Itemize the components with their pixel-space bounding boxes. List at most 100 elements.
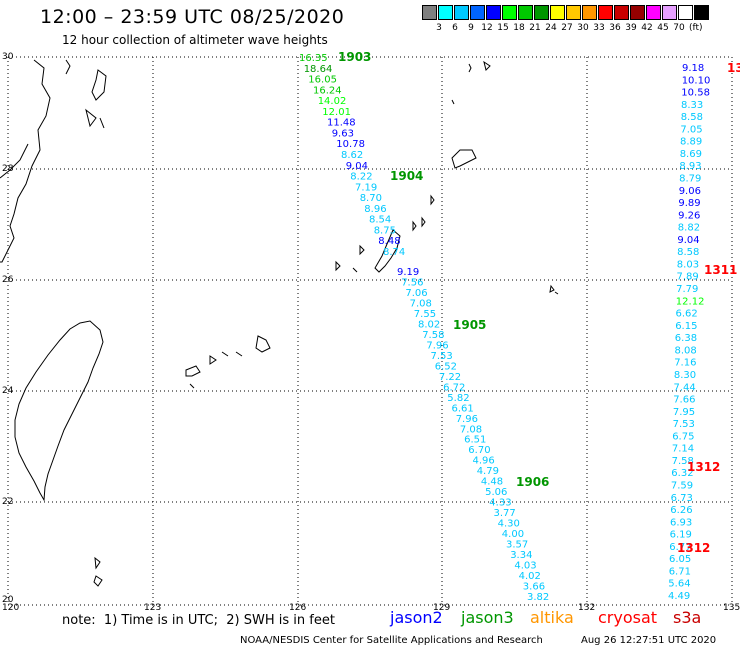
wave-height-value: 7.95 xyxy=(673,407,695,418)
yaeyama-islands xyxy=(185,351,229,389)
satellite-name: altika xyxy=(530,608,574,627)
wave-height-value: 6.72 xyxy=(443,382,465,393)
wave-height-value: 7.58 xyxy=(672,456,694,467)
wave-height-value: 14.02 xyxy=(318,96,347,107)
wave-height-value: 7.53 xyxy=(673,419,695,430)
lat-tick-label: 30 xyxy=(2,52,14,62)
wave-height-value: 5.64 xyxy=(668,579,690,590)
legend-swatch xyxy=(470,5,485,20)
wave-height-value: 8.75 xyxy=(374,225,396,236)
legend-label: 24 xyxy=(545,23,557,33)
legend-label: 3 xyxy=(436,23,442,33)
wave-height-value: 10.58 xyxy=(681,88,710,99)
generated-timestamp: Aug 26 12:27:51 UTC 2020 xyxy=(581,635,717,646)
legend-swatch xyxy=(422,5,437,20)
wave-height-value: 4.30 xyxy=(498,519,520,530)
wave-height-value: 7.22 xyxy=(439,372,461,383)
observations: 16.3518.6416.0516.2414.0212.0111.489.631… xyxy=(299,53,710,603)
wave-height-value: 7.79 xyxy=(676,284,698,295)
legend-label: 36 xyxy=(609,23,621,33)
wave-height-value: 4.96 xyxy=(473,456,495,467)
legend-swatch xyxy=(566,5,581,20)
legend-swatch xyxy=(486,5,501,20)
pass-time-label: 13 xyxy=(727,61,740,75)
pass-time-label: 1312 xyxy=(677,541,710,555)
wave-height-value: 6.51 xyxy=(464,435,486,446)
satellite-name: s3a xyxy=(673,608,702,627)
amami-oshima xyxy=(451,149,477,169)
legend-swatch xyxy=(582,5,597,20)
wave-height-value: 10.78 xyxy=(336,139,365,150)
wave-height-value: 7.55 xyxy=(414,309,436,320)
footer-note: note: 1) Time is in UTC; 2) SWH is in fe… xyxy=(62,613,335,628)
wave-height-value: 8.58 xyxy=(677,247,699,258)
pass-time-label: 1905 xyxy=(453,318,486,332)
legend-swatch xyxy=(454,5,469,20)
wave-height-value: 10.10 xyxy=(682,75,711,86)
legend-swatch xyxy=(502,5,517,20)
wave-height-value: 4.48 xyxy=(481,477,503,488)
legend-swatch xyxy=(438,5,453,20)
wave-height-value: 9.63 xyxy=(332,128,354,139)
wave-height-value: 4.33 xyxy=(489,498,511,509)
wave-height-value: 8.58 xyxy=(681,112,703,123)
lon-tick-label: 126 xyxy=(289,603,307,613)
yakushima xyxy=(451,60,491,105)
legend-label: 30 xyxy=(577,23,589,33)
wave-height-value: 8.48 xyxy=(378,236,400,247)
taiwan-coastline xyxy=(14,320,104,502)
satellite-name: jason3 xyxy=(461,608,514,627)
wave-height-value: 8.54 xyxy=(369,215,391,226)
pass-time-label: 1311 xyxy=(704,263,737,277)
legend-swatch xyxy=(550,5,565,20)
legend-label: 12 xyxy=(481,23,493,33)
wave-height-value: 16.35 xyxy=(299,53,328,64)
wave-height-value: 11.48 xyxy=(327,118,356,129)
wave-height-value: 7.96 xyxy=(456,414,478,425)
miyako-islands xyxy=(235,335,271,357)
satellite-name: cryosat xyxy=(598,608,658,627)
lat-tick-label: 26 xyxy=(2,275,14,285)
lon-tick-label: 123 xyxy=(144,603,162,613)
legend-label: 18 xyxy=(513,23,525,33)
wave-height-value: 5.82 xyxy=(447,393,469,404)
wave-height-value: 12.12 xyxy=(676,296,705,307)
wave-height-value: 5.06 xyxy=(485,487,507,498)
wave-height-value: 7.05 xyxy=(680,124,702,135)
legend-label: 70 xyxy=(673,23,685,33)
wave-height-value: 3.57 xyxy=(506,540,528,551)
wave-height-value: 6.71 xyxy=(669,566,691,577)
lat-tick-label: 20 xyxy=(2,595,14,605)
wave-height-value: 8.62 xyxy=(341,150,363,161)
batan-islands xyxy=(93,556,103,587)
tokunoshima xyxy=(412,194,435,232)
legend-label: 21 xyxy=(529,23,541,33)
wave-height-value: 8.69 xyxy=(680,149,702,160)
pass-time-label: 1906 xyxy=(516,475,549,489)
legend-swatch xyxy=(614,5,629,20)
legend-label: 39 xyxy=(625,23,637,33)
map-title: 12:00 – 23:59 UTC 08/25/2020 xyxy=(40,6,345,28)
legend-swatch xyxy=(662,5,677,20)
wave-height-value: 8.30 xyxy=(674,370,696,381)
wave-height-value: 16.24 xyxy=(313,85,342,96)
legend-swatch xyxy=(630,5,645,20)
legend-unit: (ft) xyxy=(689,23,703,33)
wave-height-value: 9.89 xyxy=(678,198,700,209)
wave-height-value: 8.79 xyxy=(679,174,701,185)
map-subtitle: 12 hour collection of altimeter wave hei… xyxy=(62,33,328,47)
wave-height-value: 6.26 xyxy=(670,505,692,516)
wave-height-value: 3.34 xyxy=(510,550,532,561)
legend-label: 15 xyxy=(497,23,509,33)
wave-height-value: 6.77 xyxy=(669,542,691,553)
wave-height-value: 12.01 xyxy=(322,107,351,118)
legend-label: 33 xyxy=(593,23,605,33)
wave-height-value: 9.04 xyxy=(677,235,699,246)
wave-height-value: 9.04 xyxy=(346,161,368,172)
wave-height-value: 6.19 xyxy=(670,530,692,541)
wave-height-value: 3.66 xyxy=(523,582,545,593)
wave-height-value: 4.00 xyxy=(502,529,524,540)
wave-height-value: 4.79 xyxy=(477,466,499,477)
wave-height-value: 6.70 xyxy=(468,445,490,456)
